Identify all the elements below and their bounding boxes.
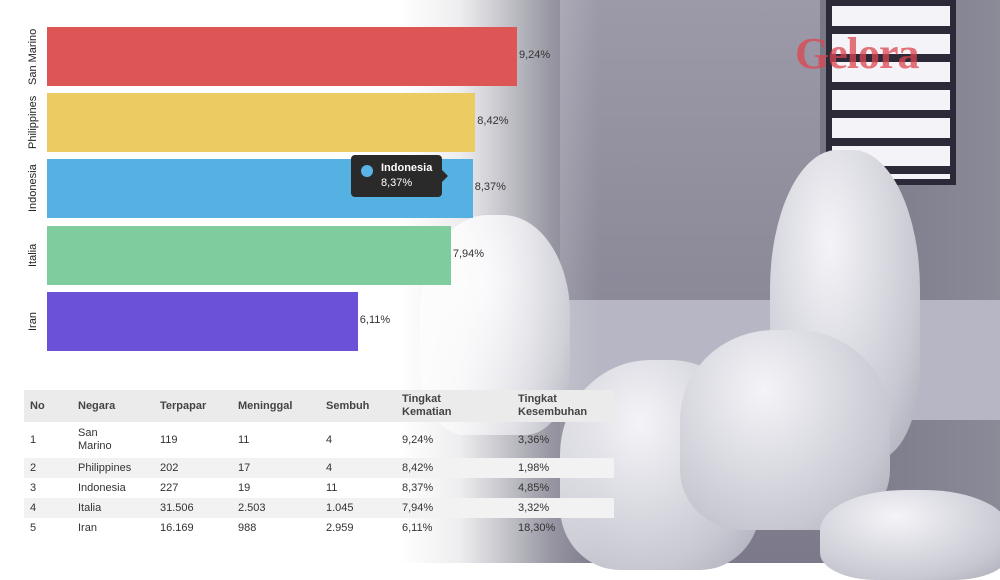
table-cell: 4 — [326, 433, 333, 446]
table-cell: 2.959 — [326, 521, 354, 534]
column-header: No — [24, 390, 72, 422]
category-label: Italia — [27, 243, 39, 268]
table-cell: 3 — [30, 481, 37, 494]
column-header: Tingkat Kesembuhan — [512, 390, 614, 422]
table-row: 5 Iran 16.169 988 2.959 6,11% 18,30% — [24, 518, 614, 538]
column-header: Meninggal — [232, 390, 320, 422]
bar-value-label: 6,11% — [359, 314, 391, 326]
column-header: Terpapar — [154, 390, 232, 422]
table-cell: 2.503 — [232, 498, 320, 518]
table-cell: 11 — [238, 433, 250, 446]
table-header-row: No Negara Terpapar Meninggal Sembuh Tingkat Ke… — [24, 390, 614, 422]
table-cell: 1,98% — [512, 458, 614, 478]
bar-value-label: 8,42% — [477, 115, 509, 127]
bar-iran[interactable] — [47, 292, 358, 351]
table-row: 3 Indonesia 227 19 11 8,37% 4,85% — [24, 478, 614, 498]
table-cell: 988 — [238, 521, 257, 534]
column-header: Sembuh — [320, 390, 396, 422]
table-cell: 5 — [30, 521, 37, 534]
category-label: Iran — [27, 312, 39, 331]
series-dot-icon — [361, 165, 373, 177]
table-cell: 6,11% — [402, 521, 433, 534]
table-row: 1 San Marino 119 11 4 9,24% 3,36% — [24, 422, 614, 458]
gelora-logo: Gelora — [795, 29, 920, 78]
table-cell: Iran — [78, 521, 97, 534]
table-cell: 8,42% — [396, 458, 512, 478]
bar-san-marino[interactable] — [47, 27, 517, 86]
bar-philippines[interactable] — [47, 93, 476, 152]
category-label: Indonesia — [27, 164, 39, 213]
table-cell: 227 — [160, 481, 179, 494]
data-table: No Negara Terpapar Meninggal Sembuh Tingkat Ke… — [24, 390, 614, 538]
tooltip: Indonesia 8,37% — [351, 155, 448, 197]
category-label: San Marino — [27, 28, 39, 85]
table-cell: 3,36% — [518, 433, 550, 446]
category-label: Philippines — [27, 95, 39, 150]
table-row: 4 Italia 31.506 2.503 1.045 7,94% 3,32% — [24, 498, 614, 518]
bar-value-label: 9,24% — [519, 49, 551, 61]
table-cell: 2 — [24, 458, 72, 478]
table-cell: 4 — [24, 498, 72, 518]
table-cell: Italia — [72, 498, 154, 518]
table-row: 2 Philippines 202 17 4 8,42% 1,98% — [24, 458, 614, 478]
table-cell: 202 — [154, 458, 232, 478]
tooltip-name: Indonesia — [381, 162, 433, 174]
table-cell: 4,85% — [518, 481, 550, 494]
table-cell: 1 — [30, 433, 37, 446]
table-cell: 19 — [238, 481, 251, 494]
tooltip-value: 8,37% — [381, 177, 413, 189]
table-cell: 17 — [232, 458, 320, 478]
table-cell: 31.506 — [154, 498, 232, 518]
table-cell: Indonesia — [78, 481, 126, 494]
table-cell: 18,30% — [518, 521, 556, 534]
bar-chart: 9,24% San Marino 8,42% Philippines 8,37% Indo… — [0, 0, 560, 370]
bar-value-label: 7,94% — [452, 248, 485, 260]
bar-italia[interactable] — [47, 226, 451, 285]
table-cell: 1.045 — [320, 498, 396, 518]
table-cell: 119 — [160, 433, 178, 446]
column-header: Negara — [72, 390, 154, 422]
table-cell: 8,37% — [402, 481, 434, 494]
table-cell: 4 — [320, 458, 396, 478]
table-cell: San Marino — [78, 427, 112, 452]
bar-value-label: 8,37% — [474, 181, 506, 193]
column-header: Tingkat Kematian — [396, 390, 512, 422]
table-cell: 11 — [326, 481, 338, 494]
table-cell: 9,24% — [402, 433, 434, 446]
table-cell: 3,32% — [512, 498, 614, 518]
table-cell: 7,94% — [396, 498, 512, 518]
table-cell: Philippines — [72, 458, 154, 478]
table-cell: 16.169 — [160, 521, 194, 534]
